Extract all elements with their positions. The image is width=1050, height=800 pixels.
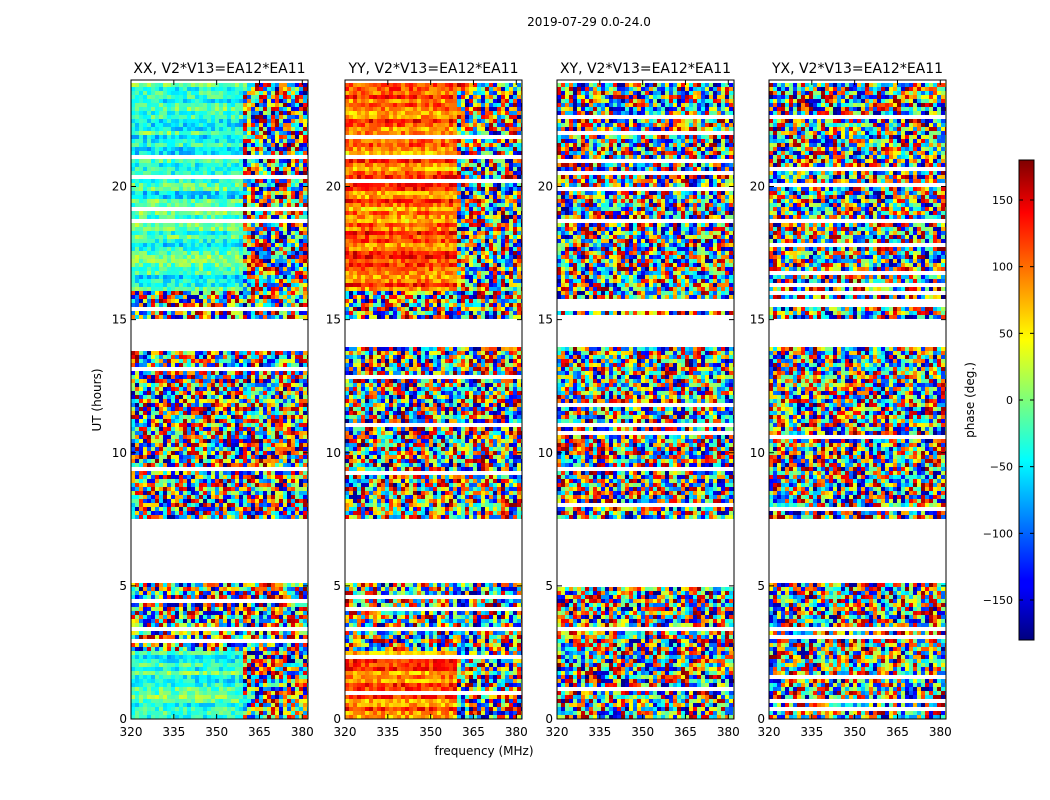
x-tick-label-1-2: 350 (419, 725, 442, 739)
panel-2: XY, V2*V13=EA12*EA11 320 335 350 365 380 0 5 10 1… (538, 61, 740, 739)
panel-frame-1 (344, 79, 523, 720)
x-tick-label-0-1: 335 (162, 725, 185, 739)
x-tick-label-0-4: 380 (291, 725, 314, 739)
x-tick-label-1-1: 335 (376, 725, 399, 739)
heatmap-2 (557, 83, 734, 719)
colorbar-tick-label-4: 50 (999, 327, 1013, 340)
y-tick-label-0-0: 0 (119, 712, 127, 726)
y-tick-label-1-3: 15 (326, 313, 341, 327)
colorbar-tick-label-5: 100 (992, 261, 1013, 274)
panel-1: YY, V2*V13=EA12*EA11 320 335 350 365 380 0 5 10 1… (326, 61, 528, 739)
x-tick-label-3-4: 380 (929, 725, 952, 739)
y-axis-label: UT (hours) (90, 368, 104, 431)
panel-title-0: XX, V2*V13=EA12*EA11 (133, 61, 305, 77)
x-tick-label-3-1: 335 (800, 725, 823, 739)
x-tick-label-2-0: 320 (546, 725, 569, 739)
y-tick-label-3-0: 0 (757, 712, 765, 726)
colorbar-tick-label-3: 0 (1006, 394, 1013, 407)
x-tick-label-0-3: 365 (248, 725, 271, 739)
panels: XX, V2*V13=EA12*EA11 320 335 350 365 380 0 5 10 1… (112, 61, 952, 739)
x-tick-label-0-0: 320 (120, 725, 143, 739)
panel-frame-3 (768, 79, 947, 720)
colorbar-label: phase (deg.) (963, 362, 977, 438)
x-tick-label-2-1: 335 (588, 725, 611, 739)
y-tick-label-3-3: 15 (750, 313, 765, 327)
panel-frame-0 (130, 79, 309, 720)
y-tick-label-1-1: 5 (333, 579, 341, 593)
y-tick-label-3-1: 5 (757, 579, 765, 593)
colorbar-tick-label-2: −50 (990, 461, 1013, 474)
figure-suptitle: 2019-07-29 0.0-24.0 (527, 15, 651, 29)
x-tick-label-3-3: 365 (886, 725, 909, 739)
y-tick-label-0-4: 20 (112, 180, 127, 194)
panel-title-3: YX, V2*V13=EA12*EA11 (771, 61, 943, 77)
y-tick-label-3-4: 20 (750, 180, 765, 194)
x-tick-label-3-2: 350 (843, 725, 866, 739)
colorbar: −150 −100 −50 0 50 100 150 phase (deg.) (963, 159, 1035, 641)
x-axis-label: frequency (MHz) (434, 744, 533, 758)
colorbar-ticks: −150 −100 −50 0 50 100 150 (983, 194, 1034, 607)
panel-3: YX, V2*V13=EA12*EA11 320 335 350 365 380 0 5 10 1… (750, 61, 952, 739)
y-tick-label-1-2: 10 (326, 446, 341, 460)
x-tick-label-1-0: 320 (334, 725, 357, 739)
y-tick-label-3-2: 10 (750, 446, 765, 460)
heatmap-0 (131, 83, 308, 719)
y-tick-label-2-4: 20 (538, 180, 553, 194)
heatmap-3 (769, 83, 946, 719)
y-tick-label-0-1: 5 (119, 579, 127, 593)
x-tick-label-2-2: 350 (631, 725, 654, 739)
panel-0: XX, V2*V13=EA12*EA11 320 335 350 365 380 0 5 10 1… (112, 61, 314, 739)
y-tick-label-0-3: 15 (112, 313, 127, 327)
heatmap-1 (345, 83, 522, 719)
x-tick-label-0-2: 350 (205, 725, 228, 739)
x-tick-label-1-4: 380 (505, 725, 528, 739)
panel-title-2: XY, V2*V13=EA12*EA11 (560, 61, 731, 77)
y-tick-label-2-3: 15 (538, 313, 553, 327)
colorbar-tick-label-6: 150 (992, 194, 1013, 207)
y-tick-label-1-0: 0 (333, 712, 341, 726)
y-tick-label-2-1: 5 (545, 579, 553, 593)
y-tick-label-0-2: 10 (112, 446, 127, 460)
colorbar-tick-label-0: −150 (983, 594, 1013, 607)
x-tick-label-2-4: 380 (717, 725, 740, 739)
x-tick-label-1-3: 365 (462, 725, 485, 739)
x-tick-label-3-0: 320 (758, 725, 781, 739)
panel-title-1: YY, V2*V13=EA12*EA11 (347, 61, 518, 77)
y-tick-label-2-0: 0 (545, 712, 553, 726)
panel-frame-2 (556, 79, 735, 720)
y-tick-label-2-2: 10 (538, 446, 553, 460)
x-tick-label-2-3: 365 (674, 725, 697, 739)
colorbar-tick-label-1: −100 (983, 527, 1013, 540)
y-tick-label-1-4: 20 (326, 180, 341, 194)
